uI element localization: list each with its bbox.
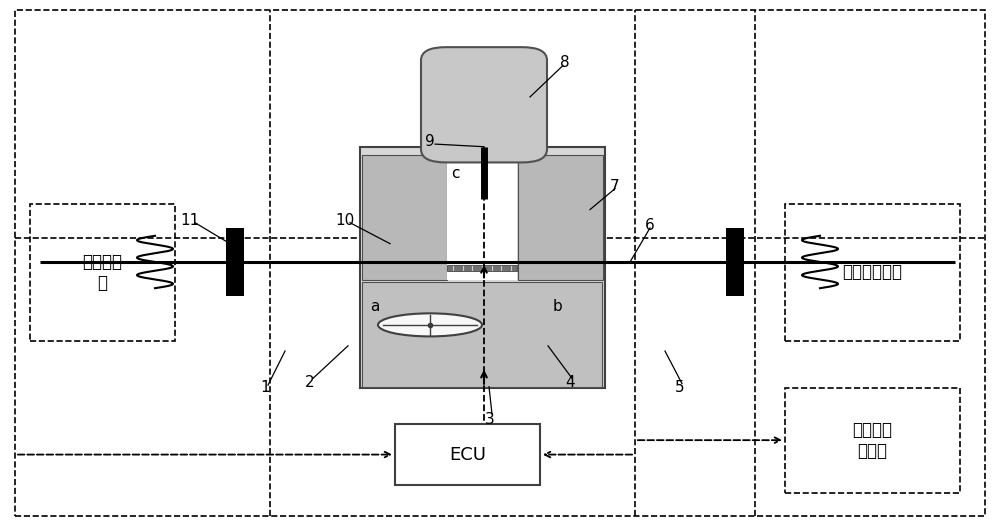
Text: c: c bbox=[451, 167, 459, 181]
Text: 10: 10 bbox=[335, 213, 355, 227]
Bar bbox=[785, 388, 960, 493]
Text: 5: 5 bbox=[675, 380, 685, 395]
Text: 11: 11 bbox=[180, 213, 200, 227]
Text: ECU: ECU bbox=[449, 445, 486, 464]
Text: a: a bbox=[370, 299, 380, 314]
Text: 4: 4 bbox=[565, 375, 575, 390]
Bar bbox=[362, 282, 602, 387]
Text: 7: 7 bbox=[610, 179, 620, 193]
Text: b: b bbox=[553, 299, 563, 314]
Bar bbox=[785, 204, 960, 341]
Bar bbox=[362, 155, 447, 280]
Bar bbox=[30, 204, 175, 341]
Bar bbox=[395, 424, 540, 485]
Text: 发动机排
风风机: 发动机排 风风机 bbox=[852, 421, 893, 460]
Text: 排放测试系统: 排放测试系统 bbox=[842, 264, 902, 281]
Bar bbox=[447, 265, 517, 271]
FancyBboxPatch shape bbox=[421, 47, 547, 162]
Bar bbox=[518, 155, 603, 280]
Text: 3: 3 bbox=[485, 412, 495, 427]
Text: 8: 8 bbox=[560, 56, 570, 70]
Text: 6: 6 bbox=[645, 218, 655, 233]
Ellipse shape bbox=[378, 313, 482, 336]
Text: 待检测车
辆: 待检测车 辆 bbox=[82, 253, 122, 292]
Text: 2: 2 bbox=[305, 375, 315, 390]
Text: 9: 9 bbox=[425, 134, 435, 149]
Bar bbox=[447, 155, 517, 280]
Text: 1: 1 bbox=[260, 380, 270, 395]
Bar bbox=[726, 228, 744, 296]
Bar bbox=[226, 228, 244, 296]
Bar bbox=[360, 147, 605, 388]
